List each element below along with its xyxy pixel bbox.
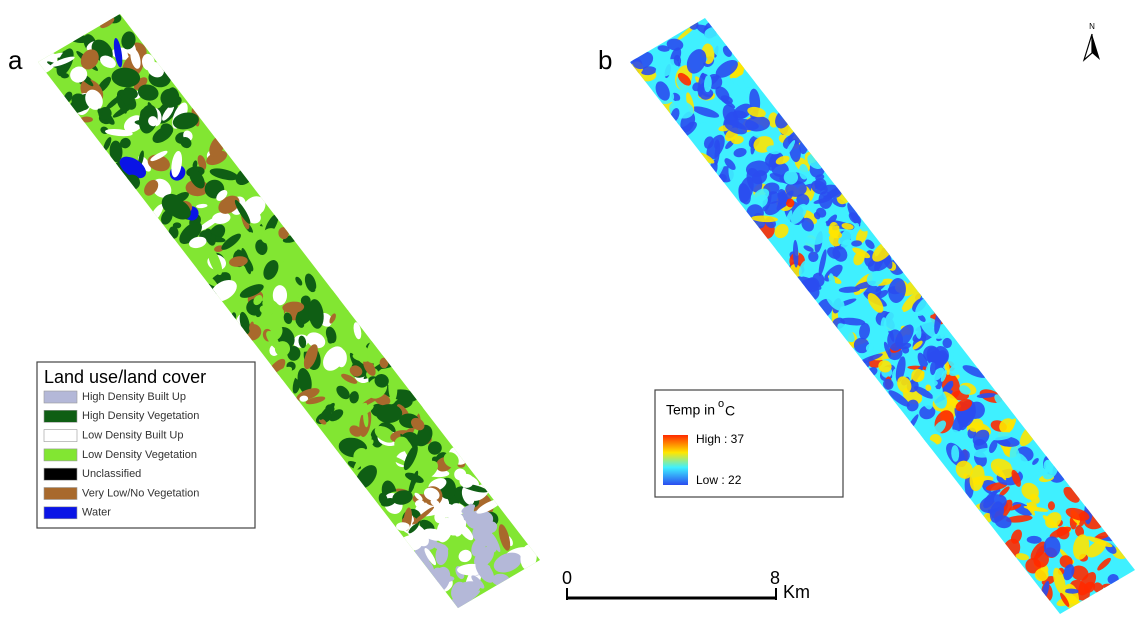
panel-label: a	[8, 45, 23, 75]
panel-label: b	[598, 45, 612, 75]
temperature-legend: Temp in o C High : 37 Low : 22	[655, 390, 843, 497]
legend-swatch	[44, 410, 77, 422]
legend-title: Land use/land cover	[44, 367, 206, 387]
north-arrow: N	[1084, 22, 1100, 60]
legend-title: Temp in	[666, 402, 715, 418]
legend-label: Water	[82, 507, 111, 519]
legend-swatch	[44, 468, 77, 480]
legend-superscript: o	[718, 398, 724, 410]
legend-label: Very Low/No Vegetation	[82, 487, 199, 499]
legend-label: Unclassified	[82, 468, 141, 480]
legend-swatch	[44, 430, 77, 442]
color-ramp	[663, 435, 688, 485]
legend-label: High Density Built Up	[82, 391, 186, 403]
legend-swatch	[44, 507, 77, 519]
land-patch	[400, 535, 422, 551]
scale-unit: Km	[783, 582, 810, 602]
land-cover-map	[0, 0, 600, 625]
legend-high: High : 37	[696, 432, 744, 446]
scale-end: 8	[770, 568, 780, 588]
legend-unit: C	[725, 403, 735, 419]
land-patch	[80, 116, 93, 122]
legend-label: High Density Vegetation	[82, 410, 199, 422]
temperature-map	[600, 0, 1135, 625]
scale-bar: 0 8 Km	[562, 568, 810, 602]
legend-label: Low Density Built Up	[82, 430, 184, 442]
north-label: N	[1089, 22, 1095, 31]
legend-swatch	[44, 391, 77, 403]
legend-label: Low Density Vegetation	[82, 449, 197, 461]
figure: a b N Land use/land cover High Density B…	[0, 0, 1135, 625]
page: a b N Land use/land cover High Density B…	[0, 0, 1135, 630]
legend-swatch	[44, 449, 77, 461]
legend-low: Low : 22	[696, 473, 742, 487]
scale-start: 0	[562, 568, 572, 588]
legend-swatch	[44, 488, 77, 500]
land-cover-legend: Land use/land cover High Density Built U…	[37, 362, 255, 528]
